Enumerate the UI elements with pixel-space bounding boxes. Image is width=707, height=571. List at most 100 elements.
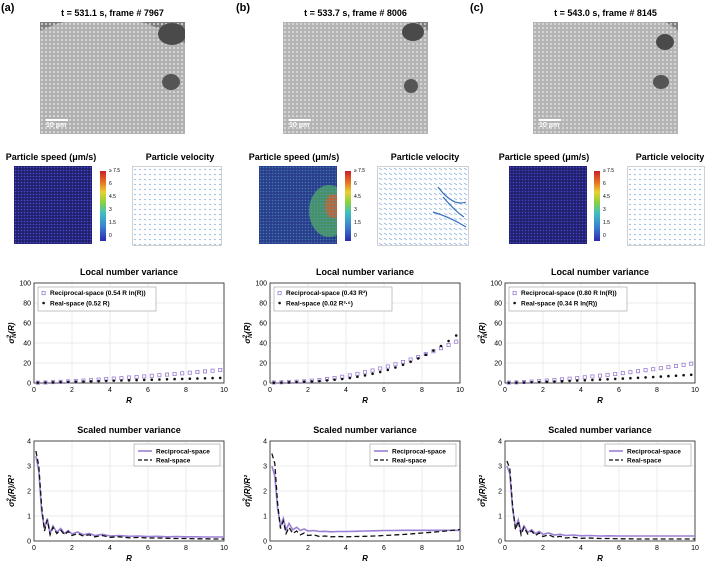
reciprocal-point xyxy=(582,375,587,380)
scaled-variance-chart-a: Scaled number variance 0 2 4 6 8 10 0 1 2 3 4 Rσ2N(R… xyxy=(7,425,228,563)
y-tick-label: 80 xyxy=(23,301,31,308)
real-point xyxy=(66,380,70,384)
legend-real-label: Real-space (0.52 R) xyxy=(50,301,110,308)
real-point xyxy=(165,378,169,381)
legend-box xyxy=(37,286,157,312)
real-point xyxy=(416,357,420,360)
x-tick-label: 6 xyxy=(382,545,386,552)
x-axis-label: R xyxy=(126,554,132,563)
y-tick-label: 4 xyxy=(263,439,267,446)
real-point xyxy=(454,334,458,337)
y-tick-label: 40 xyxy=(259,341,267,348)
x-axis-label: R xyxy=(597,554,603,563)
reciprocal-point xyxy=(51,380,56,385)
y-tick-label: 1 xyxy=(27,514,31,521)
y-tick-label: 4 xyxy=(498,439,502,446)
reciprocal-point xyxy=(635,369,640,374)
scale-bar-label-c: 10 μm xyxy=(539,122,560,129)
real-point xyxy=(104,379,108,383)
y-tick-label: 80 xyxy=(259,301,267,308)
real-point xyxy=(158,378,161,381)
plot-frame xyxy=(269,440,461,542)
x-axis-label: R xyxy=(362,396,368,405)
reciprocal-point xyxy=(514,380,519,385)
legend-box xyxy=(508,286,628,312)
real-point xyxy=(173,377,176,381)
speed-title-a: Particle speed (μm/s) xyxy=(5,152,97,162)
y-tick-label: 0 xyxy=(263,381,267,388)
frame-title-b: t = 533.7 s, frame # 8006 xyxy=(304,8,407,18)
x-tick-label: 0 xyxy=(268,545,272,552)
reciprocal-point xyxy=(134,375,139,380)
chart-title: Scaled number variance xyxy=(77,425,181,435)
real-point xyxy=(545,380,549,383)
speed-map-texture-b xyxy=(259,166,337,244)
reciprocal-point xyxy=(195,370,200,375)
microscope-texture-c xyxy=(533,22,678,134)
x-tick-label: 8 xyxy=(184,387,188,394)
velocity-map-texture-c xyxy=(628,167,704,245)
reciprocal-point xyxy=(681,362,686,367)
reciprocal-line xyxy=(506,465,695,537)
velocity-map-texture-b xyxy=(378,167,468,245)
real-point xyxy=(591,378,594,382)
y-tick-label: 3 xyxy=(498,464,502,471)
colorbar-tick-b-1: 6 xyxy=(354,181,357,187)
x-tick-label: 0 xyxy=(503,545,507,552)
real-point xyxy=(82,380,85,383)
scaled-variance-chart-b: Scaled number variance 0 2 4 6 8 10 0 1 2 3 4 Rσ2N(R… xyxy=(243,425,464,563)
reciprocal-point xyxy=(363,370,368,375)
speed-map-a xyxy=(14,166,92,244)
reciprocal-point xyxy=(393,362,398,367)
x-tick-label: 0 xyxy=(268,387,272,394)
scale-bar-line-c xyxy=(539,119,561,121)
speed-map-c xyxy=(509,166,587,244)
y-tick-label: 2 xyxy=(263,489,267,496)
x-tick-label: 10 xyxy=(456,545,464,552)
y-tick-label: 0 xyxy=(27,539,31,546)
plot-frame xyxy=(33,282,225,384)
legend-real-label: Real-space xyxy=(156,458,191,465)
speed-map-b xyxy=(259,166,337,244)
reciprocal-point xyxy=(628,370,633,375)
y-tick-label: 40 xyxy=(494,341,502,348)
colorbar-tick-c-1: 6 xyxy=(603,181,606,187)
y-tick-label: 0 xyxy=(263,539,267,546)
real-point xyxy=(409,360,412,364)
x-axis-label: R xyxy=(362,554,368,563)
real-point xyxy=(439,344,443,348)
x-tick-label: 2 xyxy=(306,545,310,552)
y-tick-label: 80 xyxy=(494,301,502,308)
y-tick-label: 20 xyxy=(259,361,267,368)
reciprocal-point xyxy=(673,364,678,369)
reciprocal-point xyxy=(149,373,154,378)
real-point xyxy=(287,381,291,384)
legend-reciprocal-label: Reciprocal-space (0.43 R²) xyxy=(286,290,367,297)
x-tick-label: 4 xyxy=(108,387,112,394)
real-point xyxy=(280,381,283,384)
y-tick-label: 1 xyxy=(498,514,502,521)
microscope-image-c: 10 μm xyxy=(533,22,678,134)
x-tick-label: 2 xyxy=(541,387,545,394)
reciprocal-point xyxy=(287,380,292,385)
x-tick-label: 8 xyxy=(655,545,659,552)
scaled-variance-chart-c: Scaled number variance 0 2 4 6 8 10 0 1 2 3 4 Rσ2N(R… xyxy=(478,425,699,563)
real-point xyxy=(432,349,435,352)
x-tick-label: 6 xyxy=(617,387,621,394)
real-point xyxy=(568,379,571,383)
real-point xyxy=(530,380,533,384)
legend-reciprocal-marker xyxy=(41,291,46,296)
real-point xyxy=(74,380,78,383)
colorbar-tick-b-0: ≥ 7.5 xyxy=(354,168,366,174)
x-tick-label: 6 xyxy=(146,545,150,552)
legend-box xyxy=(273,286,393,312)
legend-reciprocal-label: Reciprocal-space (0.80 R ln(R)) xyxy=(521,290,617,297)
legend-reciprocal-label: Reciprocal-space xyxy=(392,449,446,456)
reciprocal-point xyxy=(651,367,656,372)
real-point xyxy=(386,368,390,372)
y-tick-label: 2 xyxy=(498,489,502,496)
x-tick-label: 10 xyxy=(691,387,699,394)
real-point xyxy=(59,380,62,384)
